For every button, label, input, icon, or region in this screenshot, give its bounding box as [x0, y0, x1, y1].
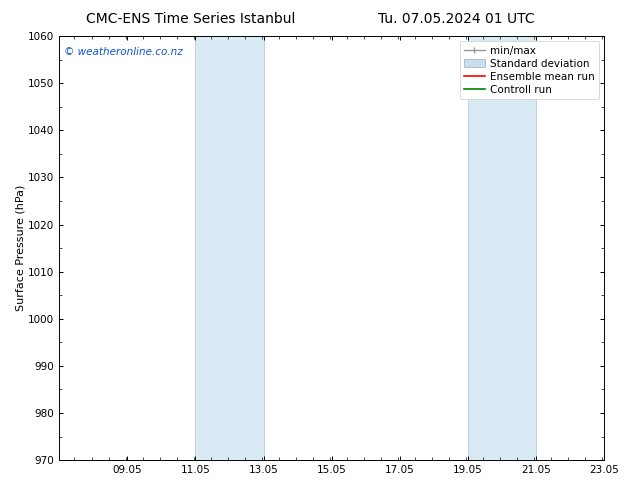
- Y-axis label: Surface Pressure (hPa): Surface Pressure (hPa): [15, 185, 25, 311]
- Bar: [468, 36, 536, 460]
- Bar: [195, 36, 264, 460]
- Text: CMC-ENS Time Series Istanbul: CMC-ENS Time Series Istanbul: [86, 12, 295, 26]
- Text: © weatheronline.co.nz: © weatheronline.co.nz: [64, 47, 183, 57]
- Legend: min/max, Standard deviation, Ensemble mean run, Controll run: min/max, Standard deviation, Ensemble me…: [460, 41, 599, 99]
- Text: Tu. 07.05.2024 01 UTC: Tu. 07.05.2024 01 UTC: [378, 12, 535, 26]
